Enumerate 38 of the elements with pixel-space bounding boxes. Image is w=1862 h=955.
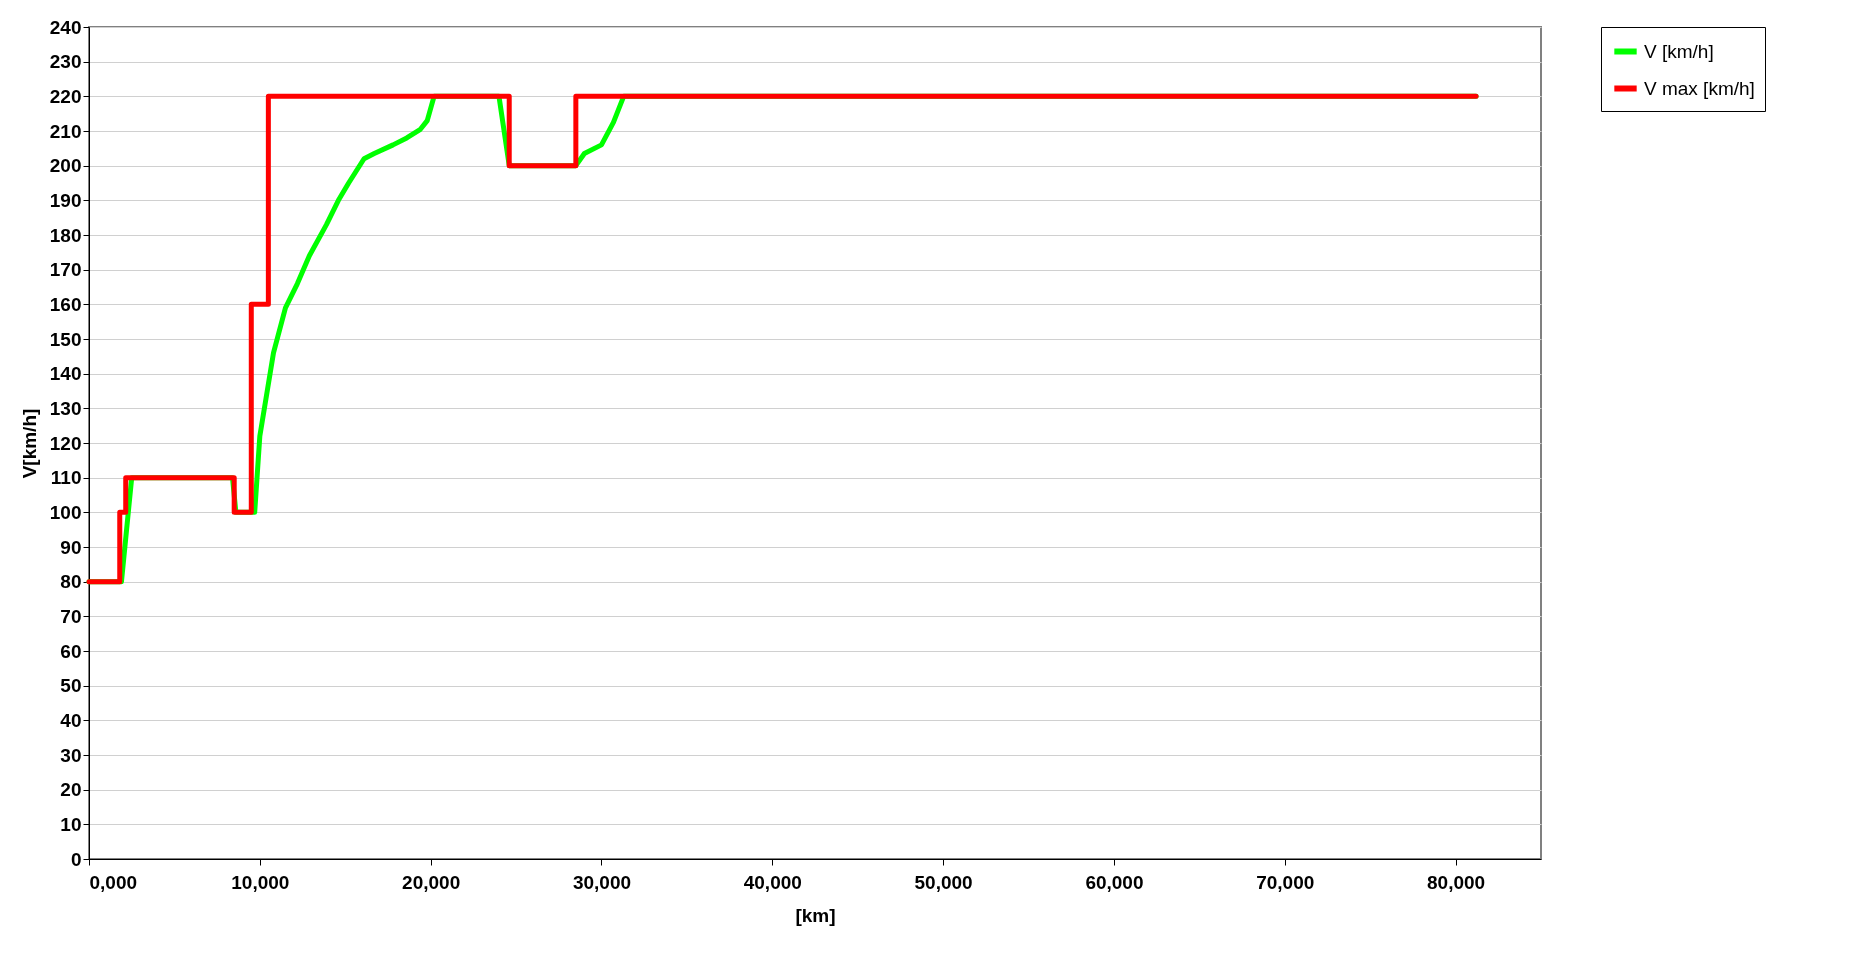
y-tick-label: 40 <box>60 709 82 731</box>
y-axis-title: V[km/h] <box>18 408 40 479</box>
x-tick-label: 30,000 <box>572 871 632 893</box>
y-tick-label: 210 <box>49 120 82 142</box>
y-tick-label: 60 <box>60 640 82 662</box>
y-tick-label: 50 <box>60 675 82 697</box>
legend-label: V max [km/h] <box>1644 77 1755 99</box>
y-tick-label: 180 <box>49 224 82 246</box>
x-tick-label: 50,000 <box>914 871 973 893</box>
y-tick-label: 190 <box>49 189 82 211</box>
y-tick-label: 160 <box>49 293 82 315</box>
y-tick-label: 0 <box>70 848 82 870</box>
y-tick-label: 240 <box>49 16 82 38</box>
y-tick-label: 20 <box>60 779 82 801</box>
y-tick-label: 200 <box>49 155 82 177</box>
y-tick-label: 220 <box>49 85 82 107</box>
x-tick-label: 60,000 <box>1085 871 1144 893</box>
x-tick-label: 40,000 <box>743 871 802 893</box>
x-tick-label: 0,000 <box>89 871 138 893</box>
y-tick-label: 130 <box>49 397 82 419</box>
y-tick-label: 70 <box>60 605 82 627</box>
y-tick-label: 100 <box>49 501 82 523</box>
x-tick-label: 70,000 <box>1256 871 1315 893</box>
y-tick-label: 10 <box>60 813 82 835</box>
y-tick-label: 170 <box>49 259 82 281</box>
y-tick-label: 140 <box>49 363 82 385</box>
y-tick-label: 90 <box>60 536 82 558</box>
y-tick-label: 30 <box>60 744 82 766</box>
x-axis-title: [km] <box>795 904 836 926</box>
y-tick-label: 120 <box>49 432 82 454</box>
x-tick-label: 20,000 <box>402 871 461 893</box>
legend-label: V [km/h] <box>1644 40 1714 62</box>
y-tick-label: 150 <box>49 328 82 350</box>
x-tick-label: 80,000 <box>1427 871 1486 893</box>
y-tick-label: 230 <box>49 51 82 73</box>
x-tick-label: 10,000 <box>231 871 290 893</box>
y-tick-label: 80 <box>60 571 82 593</box>
y-tick-label: 110 <box>50 467 82 489</box>
